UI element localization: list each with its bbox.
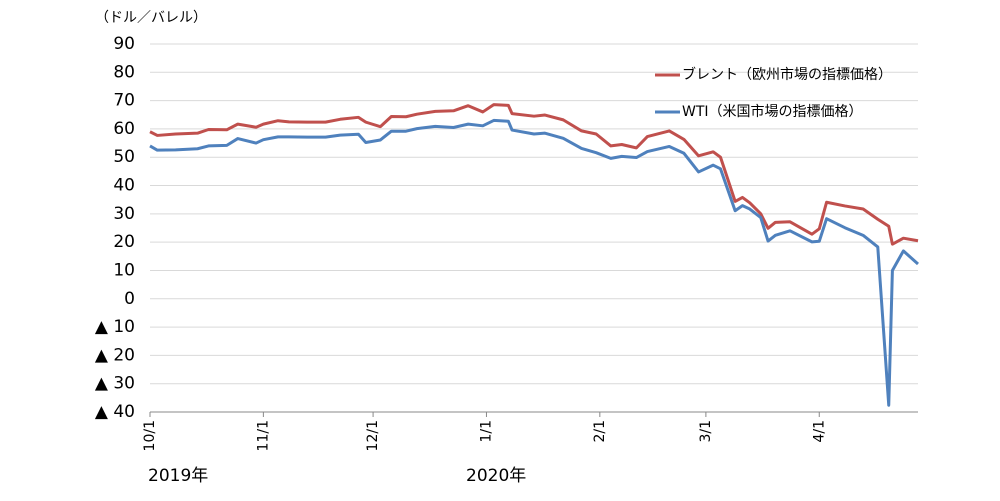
y-tick-label: 80 [113,62,135,82]
legend-label: ブレント（欧州市場の指標価格） [682,66,892,83]
series-line [149,103,919,246]
y-tick-label: ▲ 30 [95,374,135,394]
legend-label: WTI（米国市場の指標価格） [682,103,863,120]
y-tick-label: 50 [113,147,135,167]
y-tick-label: ▲ 10 [95,317,135,337]
x-tick-label: 10/1 [142,420,158,451]
y-tick-label: 30 [113,204,135,224]
y-tick-label: 10 [113,260,135,280]
y-tick-label: 60 [113,119,135,139]
x-tick-label: 2/1 [592,420,608,443]
x-tick-label: 12/1 [365,420,381,451]
y-tick-label: 90 [113,34,135,54]
y-tick-label: ▲ 40 [95,402,135,422]
x-tick-label: 3/1 [698,420,714,443]
x-tick-label: 1/1 [478,420,494,443]
y-tick-label: ▲ 20 [95,345,135,365]
year-label: 2020年 [466,466,526,486]
series-line [149,118,919,407]
y-axis-label: （ドル／バレル） [95,10,207,26]
y-tick-label: 70 [113,91,135,111]
x-tick-label: 4/1 [811,420,827,443]
x-tick-label: 11/1 [255,420,271,451]
y-tick-label: 40 [113,176,135,196]
year-label: 2019年 [148,466,208,486]
y-tick-label: 0 [124,289,135,309]
y-tick-label: 20 [113,232,135,252]
